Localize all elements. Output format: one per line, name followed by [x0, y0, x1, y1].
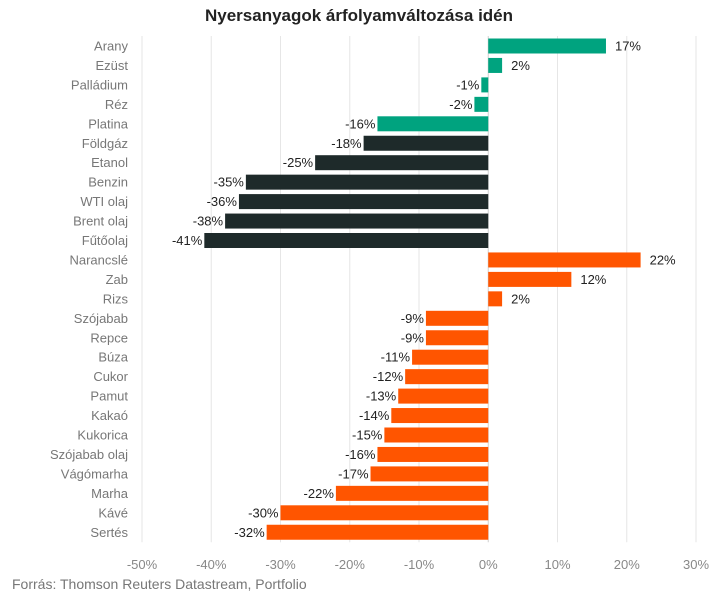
bar	[315, 155, 489, 171]
chart-title: Nyersanyagok árfolyamváltozása idén	[204, 6, 514, 25]
category-label: Ezüst	[95, 58, 128, 73]
category-label: Etanol	[91, 155, 128, 170]
category-label: WTI olaj	[80, 194, 128, 209]
x-tick-label: 0%	[479, 557, 498, 572]
value-label: -9%	[401, 330, 425, 345]
value-label: -13%	[366, 389, 397, 404]
bar	[412, 349, 489, 365]
bar	[245, 174, 489, 190]
category-label: Sertés	[90, 525, 128, 540]
value-label: -17%	[338, 466, 369, 481]
value-label: -16%	[345, 116, 376, 131]
bar	[384, 427, 489, 443]
x-tick-label: 30%	[683, 557, 709, 572]
x-tick-label: -40%	[196, 557, 227, 572]
category-label: Szójabab	[74, 311, 128, 326]
category-label: Szójabab olaj	[50, 447, 128, 462]
category-label: Repce	[90, 330, 128, 345]
bar	[488, 38, 606, 54]
category-label: Cukor	[93, 369, 128, 384]
value-label: -41%	[172, 233, 203, 248]
bar	[398, 388, 489, 404]
value-label: -25%	[283, 155, 314, 170]
bar	[405, 369, 489, 385]
x-tick-label: -30%	[265, 557, 296, 572]
value-label: 22%	[650, 252, 676, 267]
value-label: -30%	[248, 505, 279, 520]
category-label: Kávé	[98, 505, 128, 520]
category-label: Arany	[94, 39, 128, 54]
value-label: 12%	[580, 272, 606, 287]
category-label: Földgáz	[82, 136, 128, 151]
category-label: Réz	[105, 97, 128, 112]
value-label: -38%	[193, 214, 224, 229]
bar	[488, 252, 641, 268]
value-label: -1%	[456, 77, 480, 92]
category-label: Marha	[91, 486, 129, 501]
x-tick-label: -10%	[404, 557, 435, 572]
category-label: Fűtőolaj	[82, 233, 128, 248]
value-label: 2%	[511, 58, 530, 73]
bar	[481, 77, 489, 93]
value-label: -32%	[234, 525, 265, 540]
value-label: 17%	[615, 39, 641, 54]
source-note: Forrás: Thomson Reuters Datastream, Port…	[12, 576, 307, 592]
bar	[335, 485, 489, 501]
value-label: -22%	[304, 486, 335, 501]
category-label: Palládium	[71, 77, 128, 92]
value-label: -15%	[352, 428, 383, 443]
value-label: -16%	[345, 447, 376, 462]
bar	[474, 96, 489, 112]
category-label: Pamut	[90, 389, 128, 404]
category-label: Platina	[88, 116, 129, 131]
bar	[377, 116, 489, 132]
category-label: Kukorica	[77, 428, 128, 443]
value-label: -12%	[373, 369, 404, 384]
bar	[363, 135, 489, 151]
value-label: -18%	[331, 136, 362, 151]
bar	[488, 291, 503, 307]
value-label: -14%	[359, 408, 390, 423]
value-label: -11%	[381, 350, 411, 365]
bar	[391, 408, 489, 424]
category-label: Rizs	[103, 291, 129, 306]
bar	[225, 213, 489, 229]
x-tick-label: -50%	[127, 557, 158, 572]
value-label: 2%	[511, 291, 530, 306]
x-tick-label: 10%	[544, 557, 570, 572]
category-label: Zab	[106, 272, 128, 287]
x-tick-label: -20%	[335, 557, 366, 572]
x-tick-label: 20%	[614, 557, 640, 572]
bar	[425, 310, 489, 326]
bar	[370, 466, 489, 482]
bar	[377, 446, 489, 462]
value-label: -35%	[214, 175, 245, 190]
category-label: Kakaó	[91, 408, 128, 423]
bar	[204, 233, 489, 248]
category-label: Narancslé	[69, 252, 128, 267]
value-label: -9%	[401, 311, 425, 326]
bar	[425, 330, 489, 346]
category-label: Vágómarha	[61, 466, 129, 481]
bar	[488, 57, 503, 73]
bar	[488, 271, 572, 287]
bar	[266, 524, 489, 540]
category-label: Brent olaj	[73, 214, 128, 229]
bar	[238, 194, 489, 210]
value-label: -2%	[449, 97, 473, 112]
category-label: Búza	[98, 350, 128, 365]
value-label: -36%	[207, 194, 238, 209]
category-label: Benzin	[88, 175, 128, 190]
bar	[280, 505, 489, 521]
